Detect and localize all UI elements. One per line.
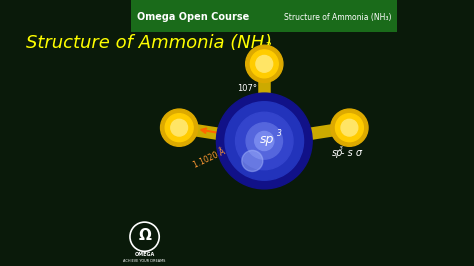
- Circle shape: [336, 114, 364, 142]
- Text: ACHIEVE YOUR DREAMS: ACHIEVE YOUR DREAMS: [123, 259, 166, 263]
- Text: 3: 3: [265, 42, 272, 52]
- Text: Structure of Ammonia (NH₃): Structure of Ammonia (NH₃): [284, 13, 392, 22]
- Text: 1.1020 Å: 1.1020 Å: [192, 147, 227, 169]
- Circle shape: [171, 119, 188, 136]
- Text: Structure of Ammonia (NH: Structure of Ammonia (NH: [26, 34, 264, 52]
- Circle shape: [225, 102, 303, 180]
- Text: sp: sp: [332, 148, 344, 158]
- Circle shape: [256, 56, 273, 72]
- Text: sp: sp: [260, 133, 274, 146]
- Circle shape: [246, 45, 283, 82]
- Text: Ω: Ω: [138, 228, 151, 243]
- FancyBboxPatch shape: [131, 0, 397, 32]
- Circle shape: [331, 109, 368, 146]
- Text: 3: 3: [277, 128, 282, 138]
- Circle shape: [246, 123, 283, 159]
- Circle shape: [242, 150, 263, 172]
- Circle shape: [161, 109, 198, 146]
- Circle shape: [236, 112, 293, 170]
- Text: - s σ: - s σ: [341, 148, 362, 158]
- Text: 3: 3: [339, 147, 343, 151]
- Circle shape: [255, 131, 274, 151]
- Circle shape: [217, 93, 312, 189]
- Text: 107°: 107°: [237, 84, 257, 93]
- Circle shape: [165, 114, 193, 142]
- Text: OMEGA: OMEGA: [135, 252, 155, 257]
- Circle shape: [250, 50, 278, 78]
- Text: ): ): [264, 34, 271, 52]
- Circle shape: [341, 119, 358, 136]
- Text: Omega Open Course: Omega Open Course: [137, 12, 249, 22]
